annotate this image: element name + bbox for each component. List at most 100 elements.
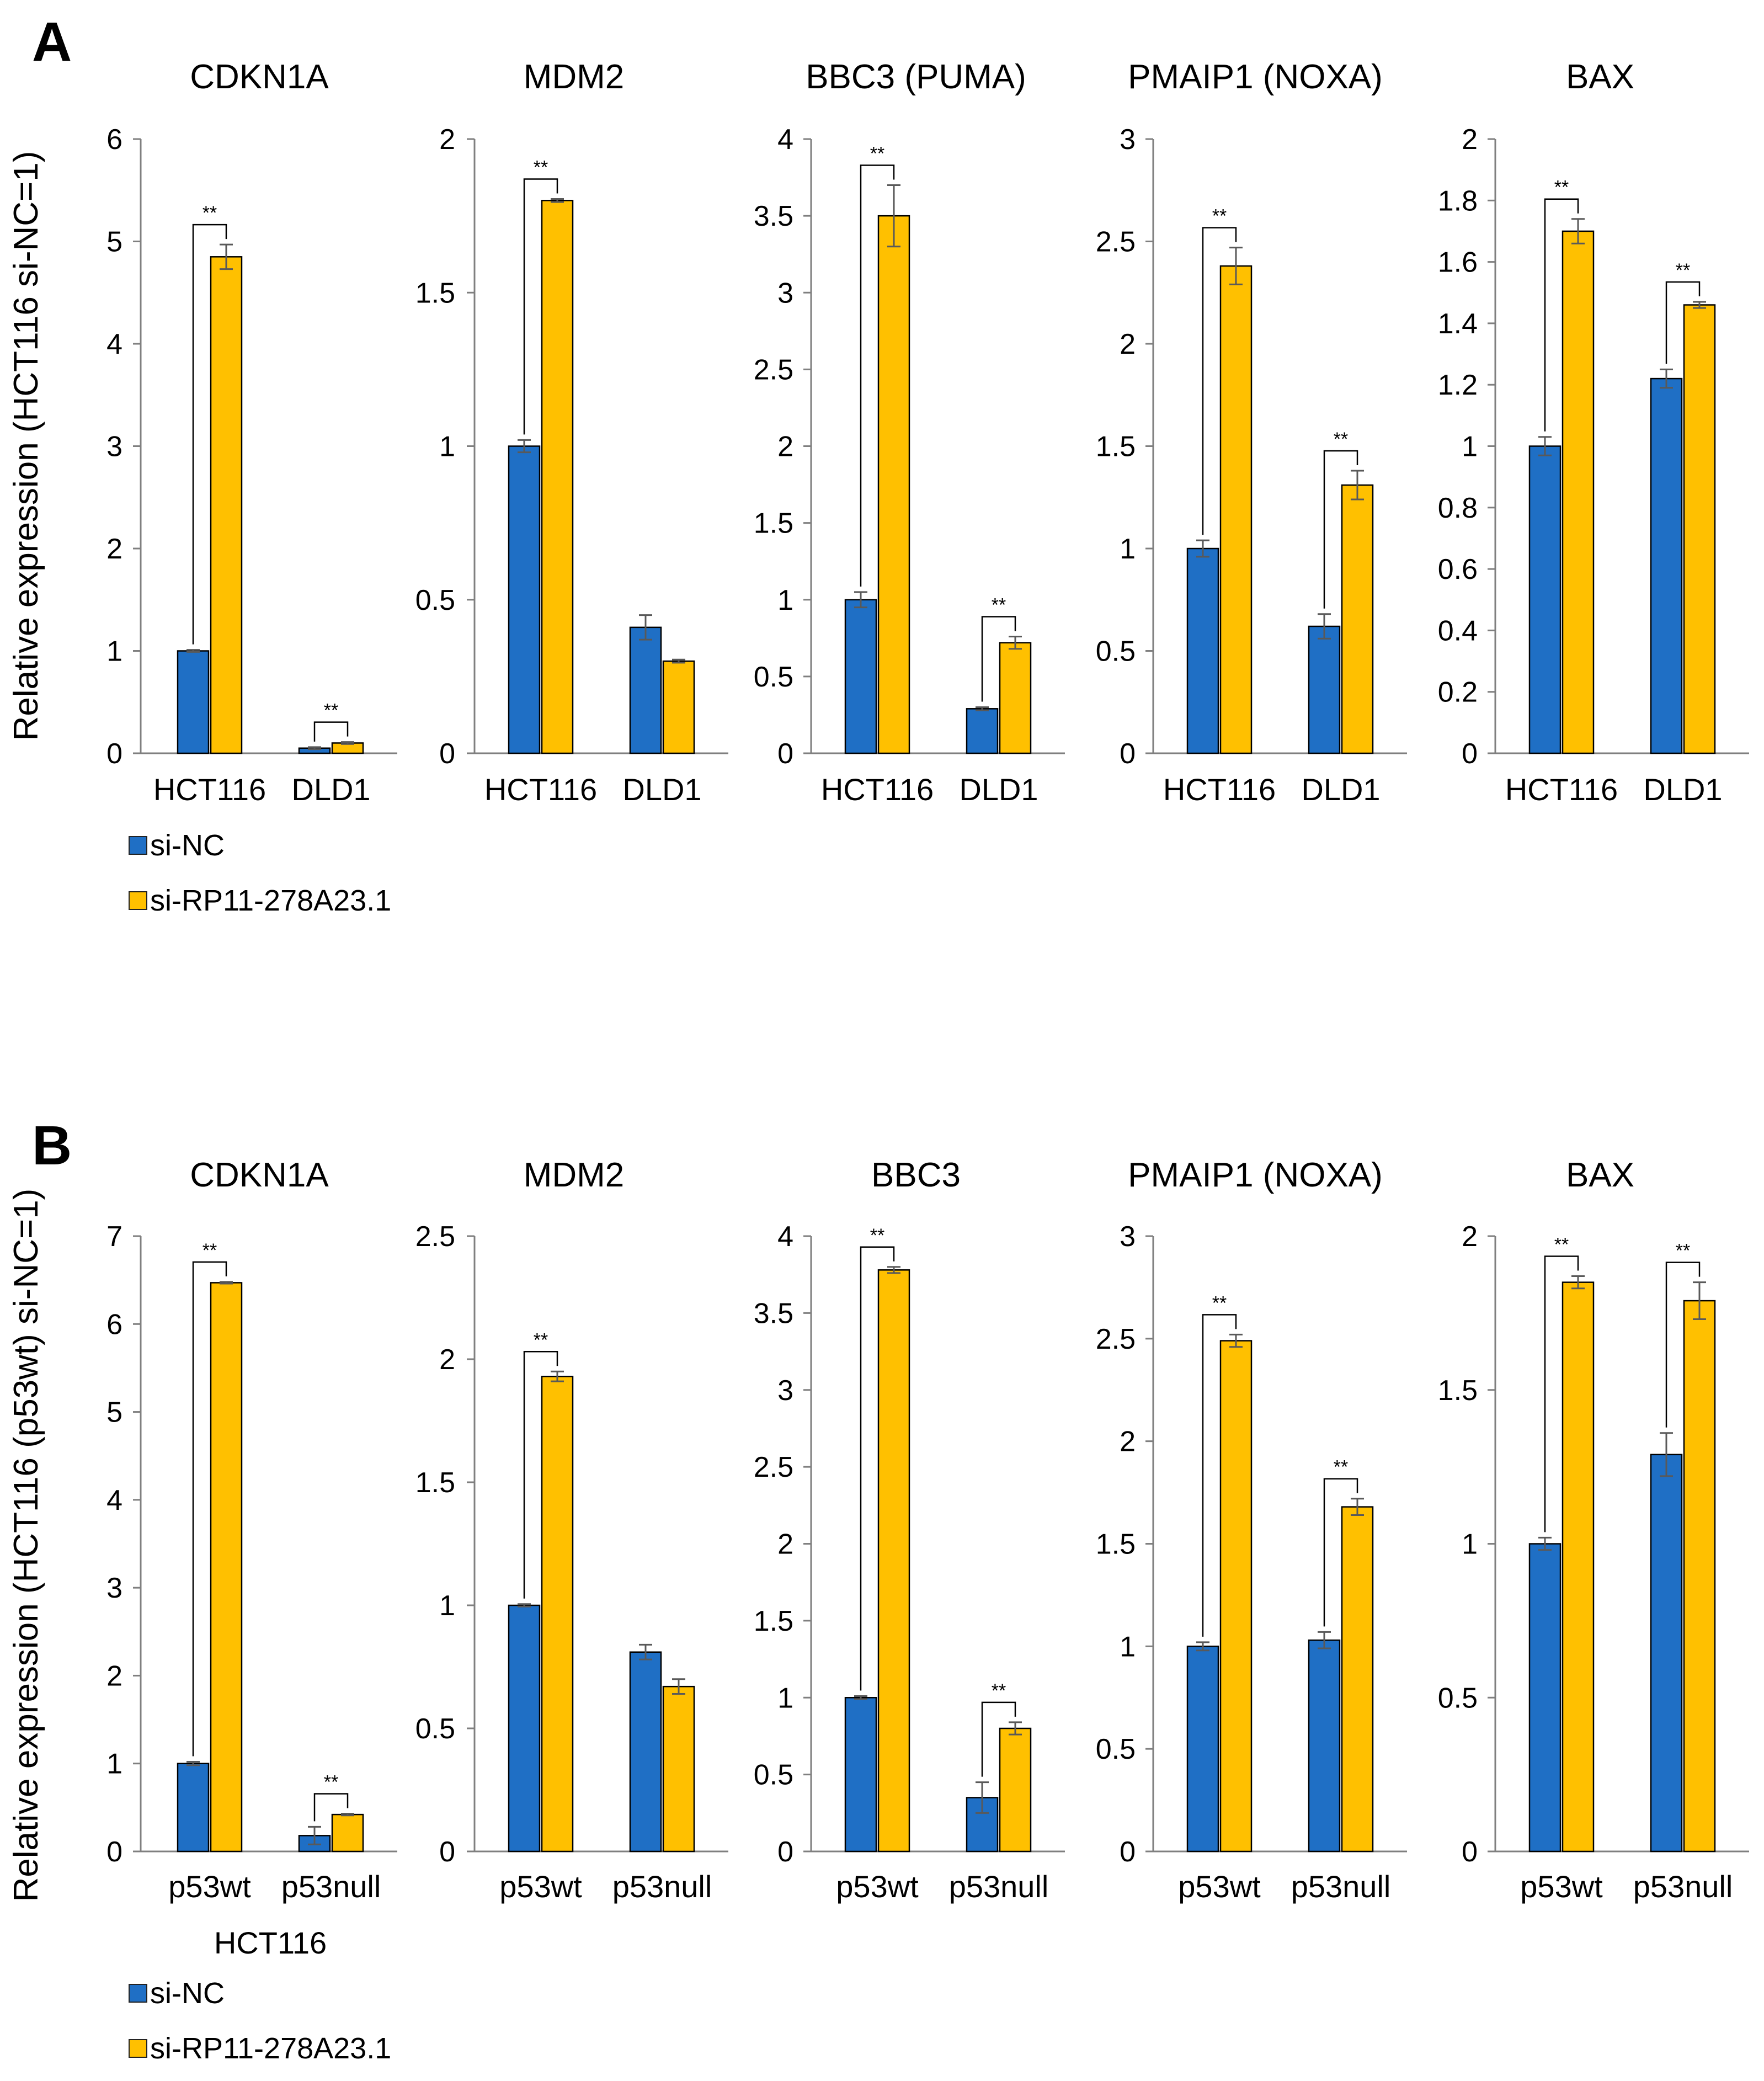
y-tick-label-B-1-3: 1.5	[415, 1467, 455, 1499]
y-tick-label-B-2-0: 0	[777, 1836, 793, 1868]
chart-title-B-4: BAX	[1566, 1156, 1634, 1194]
y-tick-label-B-1-2: 1	[439, 1590, 455, 1622]
chart-title-B-1: MDM2	[524, 1156, 625, 1194]
y-tick-label-A-0-1: 1	[106, 636, 122, 668]
significance-bracket-A-0-0	[192, 223, 227, 645]
bar-B-2-1-1	[999, 1727, 1032, 1853]
bar-B-0-0-0	[177, 1763, 210, 1853]
y-tick-label-A-4-9: 1.8	[1438, 185, 1478, 217]
significance-bracket-B-0-1	[313, 1793, 349, 1822]
legend-swatch-A-1	[129, 891, 147, 910]
y-tick-label-B-3-3: 1.5	[1096, 1529, 1136, 1561]
chart-title-A-1: MDM2	[524, 58, 625, 96]
y-tick-label-A-3-2: 1	[1120, 533, 1136, 565]
y-tick-label-A-3-4: 2	[1120, 328, 1136, 360]
y-tick-label-A-1-3: 1.5	[415, 277, 455, 309]
y-tick-label-B-0-7: 7	[106, 1221, 122, 1253]
significance-label-B-0-0: **	[202, 1240, 217, 1261]
bar-B-3-1-0	[1308, 1639, 1341, 1853]
x-category-label-A-3-0: HCT116	[1163, 772, 1276, 807]
significance-bracket-B-1-0	[523, 1351, 558, 1599]
significance-bracket-B-4-1	[1665, 1262, 1701, 1428]
y-tick-label-A-3-1: 0.5	[1096, 636, 1136, 668]
panel-letter-B: B	[32, 1115, 72, 1177]
y-tick-label-A-1-0: 0	[439, 738, 455, 770]
y-tick-label-B-4-4: 2	[1462, 1221, 1478, 1253]
y-tick-label-A-3-5: 2.5	[1096, 226, 1136, 258]
x-category-label-A-4-0: HCT116	[1505, 772, 1618, 807]
y-tick-label-B-0-4: 4	[106, 1484, 122, 1516]
y-tick-label-A-2-6: 3	[777, 277, 793, 309]
significance-label-B-4-1: **	[1676, 1241, 1690, 1262]
y-tick-label-B-1-5: 2.5	[415, 1221, 455, 1253]
bar-B-1-1-1	[662, 1685, 695, 1853]
y-axis-label-B: Relative expression (HCT116 (p53wt) si-N…	[7, 1189, 45, 1902]
x-category-label-A-1-1: DLD1	[622, 772, 701, 807]
significance-label-B-1-0: **	[534, 1329, 548, 1350]
bar-B-4-0-0	[1528, 1543, 1562, 1853]
bar-A-3-1-0	[1308, 625, 1341, 754]
y-tick-label-B-0-5: 5	[106, 1397, 122, 1429]
significance-label-B-2-0: **	[870, 1225, 884, 1246]
chart-title-A-4: BAX	[1566, 58, 1634, 96]
significance-bracket-B-3-1	[1323, 1478, 1358, 1627]
y-tick-label-A-4-6: 1.2	[1438, 369, 1478, 401]
x-category-label-B-0-1: p53null	[281, 1869, 381, 1904]
bar-A-1-1-1	[662, 660, 695, 754]
y-tick-label-B-3-5: 2.5	[1096, 1323, 1136, 1355]
bar-B-0-1-1	[331, 1813, 364, 1853]
bar-A-0-0-1	[210, 256, 243, 754]
y-tick-label-B-2-7: 3.5	[754, 1297, 793, 1329]
y-tick-label-B-3-1: 0.5	[1096, 1733, 1136, 1765]
significance-bracket-B-4-0	[1544, 1255, 1579, 1532]
significance-label-A-4-0: **	[1554, 177, 1569, 198]
significance-bracket-B-2-0	[860, 1246, 895, 1691]
y-tick-label-A-0-0: 0	[106, 738, 122, 770]
y-tick-label-A-2-1: 0.5	[754, 661, 793, 693]
significance-bracket-B-0-0	[192, 1261, 227, 1757]
x-category-label-B-2-0: p53wt	[836, 1869, 919, 1904]
y-axis-label-A: Relative expression (HCT116 si-NC=1)	[7, 151, 45, 741]
x-category-label-B-1-0: p53wt	[499, 1869, 582, 1904]
y-tick-label-A-2-3: 1.5	[754, 508, 793, 540]
y-tick-label-B-1-1: 0.5	[415, 1713, 455, 1745]
significance-bracket-A-2-0	[860, 164, 895, 587]
bar-A-3-1-1	[1341, 484, 1374, 754]
panel-letter-A: A	[32, 11, 72, 73]
bar-A-2-0-1	[877, 215, 910, 754]
y-tick-label-B-4-2: 1	[1462, 1529, 1478, 1561]
y-tick-label-A-0-4: 4	[106, 328, 122, 360]
y-tick-label-B-2-8: 4	[777, 1221, 793, 1253]
legend-label-A-1: si-RP11-278A23.1	[150, 884, 391, 917]
x-category-label-A-2-1: DLD1	[959, 772, 1038, 807]
significance-label-A-0-1: **	[324, 700, 338, 721]
y-tick-label-A-2-0: 0	[777, 738, 793, 770]
bar-A-3-0-1	[1219, 265, 1253, 754]
significance-bracket-A-0-1	[313, 721, 349, 742]
bar-A-2-1-0	[966, 708, 999, 754]
y-tick-label-A-4-0: 0	[1462, 738, 1478, 770]
bar-A-2-0-0	[844, 599, 877, 754]
x-category-label-B-3-1: p53null	[1291, 1869, 1391, 1904]
y-tick-label-A-2-2: 1	[777, 584, 793, 616]
significance-bracket-A-1-0	[523, 178, 558, 435]
significance-bracket-A-3-0	[1202, 227, 1237, 535]
y-tick-label-A-1-1: 0.5	[415, 584, 455, 616]
y-tick-label-B-0-1: 1	[106, 1748, 122, 1780]
y-tick-label-A-2-4: 2	[777, 431, 793, 463]
significance-label-A-0-0: **	[202, 203, 217, 223]
bar-A-0-0-0	[177, 650, 210, 754]
x-category-label-B-1-1: p53null	[612, 1869, 712, 1904]
y-tick-label-B-1-4: 2	[439, 1344, 455, 1376]
y-tick-label-A-2-8: 4	[777, 124, 793, 156]
significance-bracket-A-4-1	[1665, 281, 1701, 364]
y-tick-label-A-0-3: 3	[106, 431, 122, 463]
x-category-label-B-2-1: p53null	[949, 1869, 1049, 1904]
x-category-label-B-0-0: p53wt	[168, 1869, 251, 1904]
x-category-label-B-3-0: p53wt	[1178, 1869, 1261, 1904]
significance-bracket-B-3-0	[1202, 1314, 1237, 1637]
bar-A-4-0-1	[1562, 230, 1595, 754]
bar-A-1-0-1	[541, 200, 574, 754]
y-tick-label-B-2-3: 1.5	[754, 1605, 793, 1637]
